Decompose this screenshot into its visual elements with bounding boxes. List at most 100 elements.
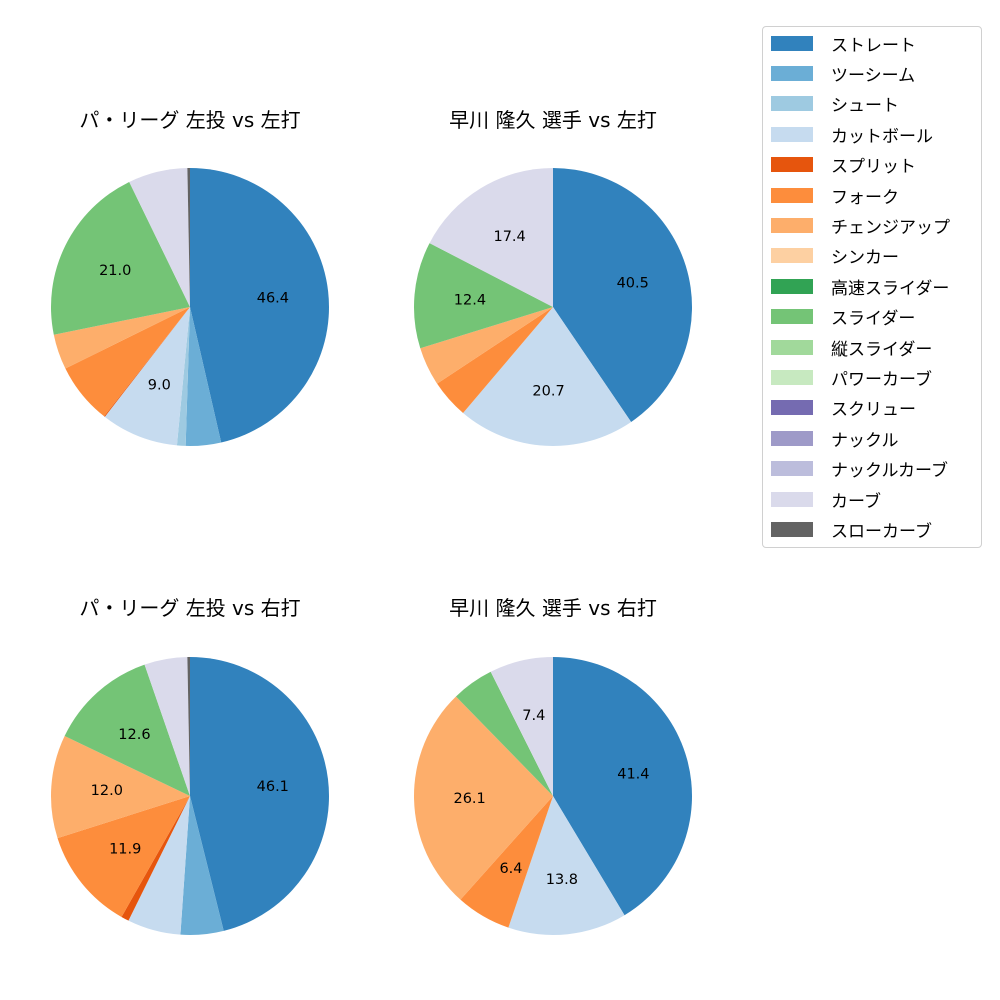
- legend-swatch: [771, 217, 813, 233]
- legend-item: 高速スライダー: [771, 276, 950, 299]
- pie-slice: [553, 168, 692, 422]
- legend-item: シュート: [771, 94, 899, 117]
- legend-item: スローカーブ: [771, 519, 932, 542]
- legend-swatch: [771, 248, 813, 264]
- legend-item: カットボール: [771, 124, 933, 147]
- pie-slice: [129, 168, 190, 307]
- pie-slice: [429, 168, 553, 307]
- legend-label: ストレート: [831, 35, 916, 56]
- legend-item: ツーシーム: [771, 63, 916, 86]
- pie-slice: [187, 168, 190, 307]
- legend-label: スローカーブ: [831, 521, 932, 542]
- legend-swatch: [771, 35, 813, 51]
- pie-slice: [64, 664, 190, 796]
- pie-slice: [180, 796, 224, 935]
- legend-item: チェンジアップ: [771, 215, 950, 238]
- slice-percent-label: 7.4: [522, 708, 545, 724]
- legend-label: パワーカーブ: [831, 369, 932, 390]
- pie-slice: [187, 657, 190, 796]
- pie-slice: [490, 657, 553, 796]
- chart-title-league-vs-left: パ・リーグ 左投 vs 左打: [79, 108, 301, 132]
- legend-label: シュート: [831, 96, 899, 117]
- legend-label: スクリュー: [831, 400, 916, 421]
- legend-label: 高速スライダー: [831, 278, 950, 299]
- pie-slice: [463, 307, 632, 446]
- pie-slice: [508, 796, 625, 935]
- legend-item: スライダー: [771, 307, 916, 330]
- legend-label: スプリット: [831, 157, 916, 178]
- slice-percent-label: 9.0: [148, 378, 171, 394]
- pie-slice: [57, 796, 190, 917]
- slice-percent-label: 46.1: [257, 779, 289, 795]
- pie-slice: [190, 168, 330, 443]
- pie-slice: [104, 307, 190, 417]
- legend-swatch: [771, 126, 813, 142]
- pie-slice: [460, 796, 553, 928]
- legend-swatch: [771, 430, 813, 446]
- legend-swatch: [771, 400, 813, 416]
- legend-item: シンカー: [771, 246, 899, 269]
- pie-slice: [413, 696, 553, 900]
- legend-swatch: [771, 65, 813, 81]
- slice-percent-label: 11.9: [109, 842, 141, 858]
- pie-slice: [553, 657, 693, 916]
- slice-percent-label: 20.7: [532, 383, 564, 399]
- pie-slice: [121, 796, 190, 921]
- pie-slice: [144, 657, 190, 796]
- pie-slice: [50, 181, 190, 335]
- legend-item: ナックルカーブ: [771, 459, 948, 482]
- slice-percent-label: 12.0: [91, 783, 123, 799]
- legend-swatch: [771, 461, 813, 477]
- slice-percent-label: 26.1: [453, 791, 485, 807]
- pie-slice: [455, 671, 553, 796]
- legend-label: ナックルカーブ: [831, 461, 948, 482]
- chart-title-pitcher-vs-right: 早川 隆久 選手 vs 右打: [449, 596, 657, 620]
- pie-slice: [128, 796, 190, 935]
- slice-percent-label: 17.4: [493, 229, 525, 245]
- legend-item: フォーク: [771, 185, 899, 208]
- legend-label: フォーク: [831, 187, 899, 208]
- legend-item: スプリット: [771, 155, 916, 178]
- pie-slice: [53, 307, 191, 369]
- legend-swatch: [771, 309, 813, 325]
- slice-percent-label: 46.4: [257, 291, 289, 307]
- legend-item: 縦スライダー: [771, 337, 933, 360]
- slice-percent-label: 13.8: [546, 872, 578, 888]
- legend: ストレートツーシームシュートカットボール スプリットフォークチェンジアップ シンカー…: [762, 26, 982, 548]
- slice-percent-label: 21.0: [99, 263, 131, 279]
- legend-swatch: [771, 278, 813, 294]
- legend-label: シンカー: [831, 248, 899, 269]
- pie-slice: [104, 307, 190, 446]
- legend-item: スクリュー: [771, 398, 916, 421]
- chart-title-league-vs-right: パ・リーグ 左投 vs 右打: [79, 596, 301, 620]
- pie-slice: [176, 307, 190, 446]
- slice-percent-label: 6.4: [499, 861, 522, 877]
- legend-item: ストレート: [771, 33, 916, 56]
- legend-item: カーブ: [771, 489, 881, 512]
- legend-label: カットボール: [831, 126, 933, 147]
- slice-percent-label: 41.4: [617, 767, 649, 783]
- legend-label: カーブ: [831, 491, 881, 512]
- chart-title-pitcher-vs-left: 早川 隆久 選手 vs 左打: [449, 108, 657, 132]
- legend-swatch: [771, 521, 813, 537]
- legend-label: ナックル: [831, 430, 899, 451]
- legend-item: パワーカーブ: [771, 367, 932, 390]
- legend-swatch: [771, 96, 813, 112]
- legend-label: チェンジアップ: [831, 217, 950, 238]
- slice-percent-label: 12.6: [118, 727, 150, 743]
- legend-swatch: [771, 187, 813, 203]
- pie-slice: [65, 307, 190, 417]
- legend-label: スライダー: [831, 309, 916, 330]
- pie-slice: [414, 243, 553, 349]
- pie-slice: [51, 736, 190, 839]
- legend-swatch: [771, 369, 813, 385]
- legend-label: ツーシーム: [831, 65, 916, 86]
- slice-percent-label: 12.4: [454, 293, 486, 309]
- legend-swatch: [771, 157, 813, 173]
- legend-label: 縦スライダー: [831, 339, 933, 360]
- pie-slice: [185, 307, 222, 447]
